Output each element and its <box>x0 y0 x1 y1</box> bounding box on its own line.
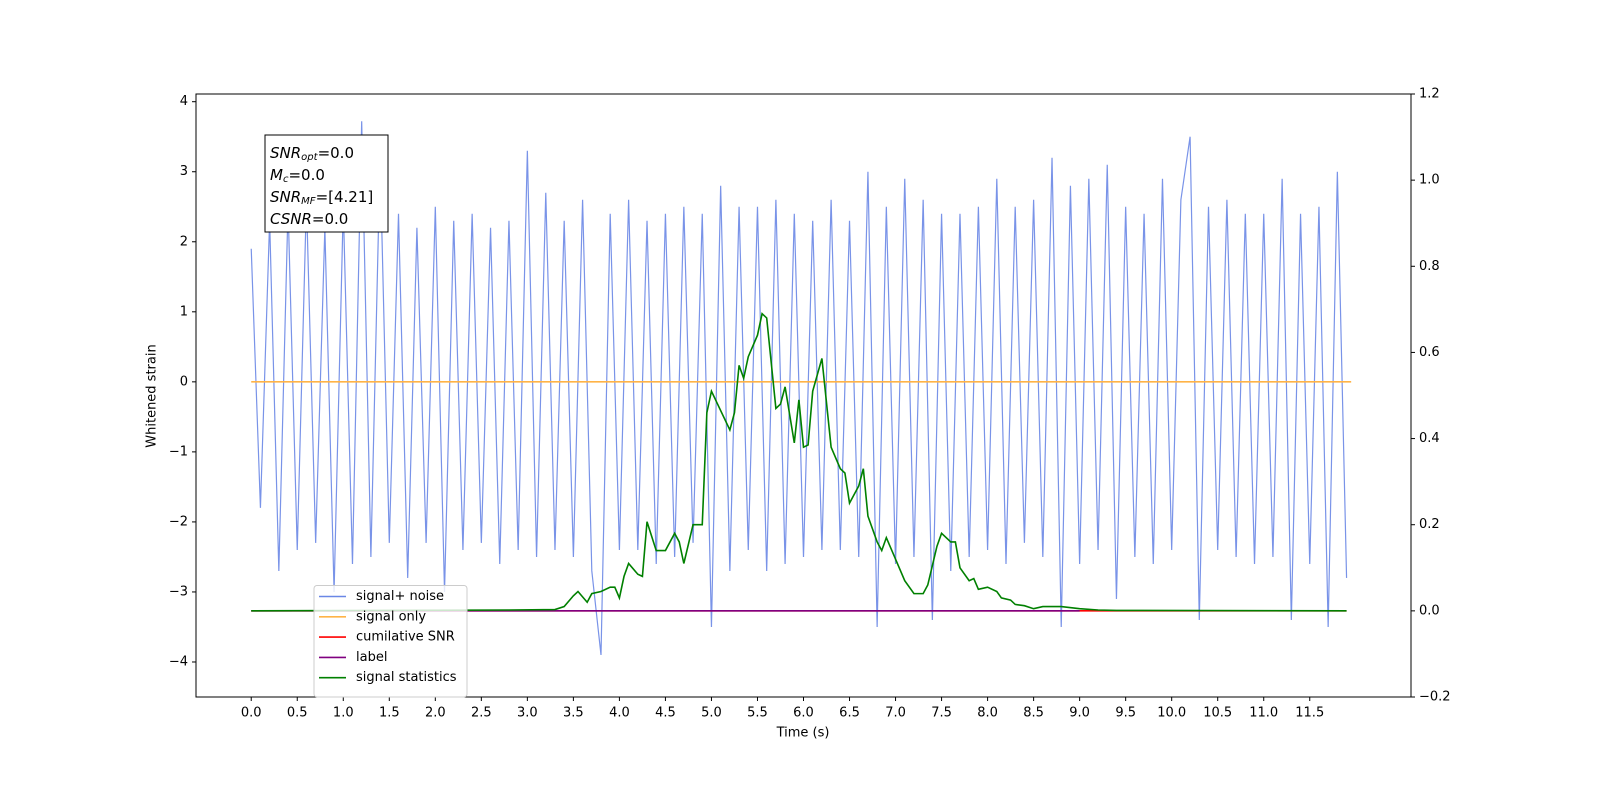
legend-label: signal statistics <box>356 670 457 685</box>
y-tick-label: 3 <box>180 164 188 179</box>
x-tick-label: 10.0 <box>1157 706 1186 721</box>
y2-tick-label: 0.6 <box>1419 345 1440 360</box>
annotation-sub: opt <box>301 152 318 163</box>
y2-tick-label: 1.2 <box>1419 87 1440 102</box>
y2-tick-label: 0.8 <box>1419 259 1440 274</box>
legend-label: signal only <box>356 609 426 624</box>
annotation-text: Mc=0.0 <box>270 166 325 186</box>
annotation-name: M <box>270 166 283 184</box>
annotation-sub: c <box>283 174 289 185</box>
y-axis-label: Whitened strain <box>145 344 160 447</box>
x-tick-label: 3.0 <box>517 706 538 721</box>
x-tick-label: 1.5 <box>379 706 400 721</box>
x-tick-label: 3.5 <box>563 706 584 721</box>
legend-label: signal+ noise <box>356 589 444 604</box>
annotation-text: SNRopt=0.0 <box>270 144 354 164</box>
y2-tick-label: 0.4 <box>1419 431 1440 446</box>
annotation-box <box>264 134 389 233</box>
y-tick-label: −2 <box>169 514 188 529</box>
series-line <box>251 312 1347 612</box>
annotation-name: SNR <box>270 144 301 162</box>
x-tick-label: 6.0 <box>793 706 814 721</box>
y2-tick-label: 1.0 <box>1419 173 1440 188</box>
annotation-text: SNRMF=[4.21] <box>270 188 373 208</box>
y-tick-label: −1 <box>169 444 188 459</box>
x-tick-label: 11.0 <box>1249 706 1278 721</box>
annotation-value: =[4.21] <box>316 188 374 206</box>
x-tick-label: 5.0 <box>701 706 722 721</box>
x-tick-label: 4.5 <box>655 706 676 721</box>
x-tick-label: 10.5 <box>1203 706 1232 721</box>
y-tick-label: 2 <box>180 234 188 249</box>
x-tick-label: 11.5 <box>1295 706 1324 721</box>
legend-label: label <box>356 650 387 665</box>
y2-tick-label: 0.2 <box>1419 517 1440 532</box>
x-tick-label: 2.0 <box>425 706 446 721</box>
x-tick-label: 4.0 <box>609 706 630 721</box>
x-tick-label: 8.0 <box>977 706 998 721</box>
x-tick-label: 6.5 <box>839 706 860 721</box>
annotation-name: SNR <box>270 188 301 206</box>
y-tick-label: 4 <box>180 94 188 109</box>
x-tick-label: 0.0 <box>241 706 262 721</box>
series-line <box>250 121 1348 656</box>
annotation-value: =0.0 <box>318 144 354 162</box>
x-tick-label: 1.0 <box>333 706 354 721</box>
annotation-sub: MF <box>301 196 316 207</box>
y2-tick-label: 0.0 <box>1419 603 1440 618</box>
annotation-value: =0.0 <box>312 210 348 228</box>
legend-box <box>313 585 468 698</box>
y-tick-label: 0 <box>180 374 188 389</box>
y-tick-label: −4 <box>169 654 188 669</box>
y-tick-label: 1 <box>180 304 188 319</box>
x-tick-label: 7.5 <box>931 706 952 721</box>
annotation-value: =0.0 <box>288 166 324 184</box>
legend-label: cumilative SNR <box>356 630 455 645</box>
x-tick-label: 0.5 <box>287 706 308 721</box>
y-tick-label: −3 <box>169 584 188 599</box>
x-tick-label: 7.0 <box>885 706 906 721</box>
x-tick-label: 2.5 <box>471 706 492 721</box>
y2-tick-label: −0.2 <box>1419 690 1451 705</box>
annotation-text: CSNR=0.0 <box>270 210 348 228</box>
annotation-name: CSNR <box>270 210 312 228</box>
x-tick-label: 9.0 <box>1069 706 1090 721</box>
x-tick-label: 5.5 <box>747 706 768 721</box>
x-tick-label: 8.5 <box>1023 706 1044 721</box>
x-axis-label: Time (s) <box>776 726 830 741</box>
x-tick-label: 9.5 <box>1115 706 1136 721</box>
